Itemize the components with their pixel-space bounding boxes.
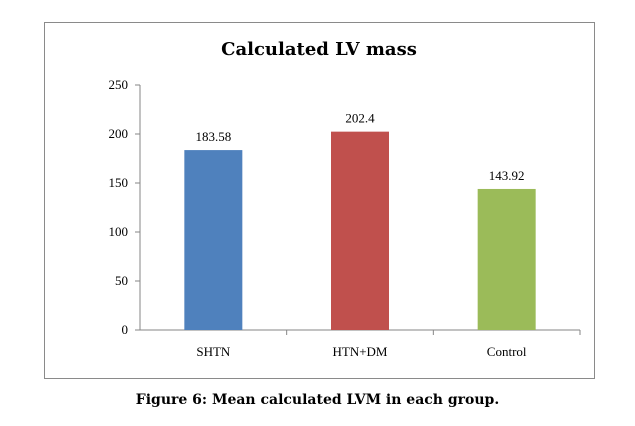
x-category-label: Control <box>487 344 527 359</box>
chart-title: Calculated LV mass <box>221 39 417 60</box>
x-category-label: HTN+DM <box>333 344 388 359</box>
x-category-label: SHTN <box>196 344 231 359</box>
bar-shtn <box>184 150 243 330</box>
data-label: 143.92 <box>489 168 525 183</box>
y-tick-label: 100 <box>109 224 129 239</box>
chart-frame: Calculated LV mass 0 50 100 150 200 250 SHTN HT… <box>44 22 595 379</box>
data-label: 183.58 <box>195 129 231 144</box>
y-tick-label: 200 <box>109 126 129 141</box>
y-tick-label: 150 <box>109 175 129 190</box>
bars: 183.58 202.4 143.92 <box>184 111 536 330</box>
figure-caption: Figure 6: Mean calculated LVM in each gr… <box>135 392 500 408</box>
y-tick-label: 50 <box>115 273 128 288</box>
data-label: 202.4 <box>345 111 375 126</box>
y-tick-label: 0 <box>122 322 129 337</box>
y-tick-label: 250 <box>109 77 129 92</box>
bar-chart: Calculated LV mass 0 50 100 150 200 250 SHTN HT… <box>109 39 581 359</box>
axes: 0 50 100 150 200 250 SHTN HTN+DM Control <box>109 77 581 359</box>
bar-htn-dm <box>331 131 389 330</box>
bar-control <box>477 188 536 330</box>
